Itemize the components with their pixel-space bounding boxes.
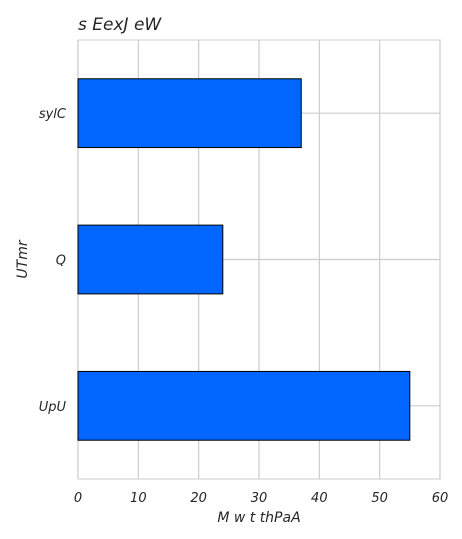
- x-tick-labels: 0 10 20 30 40 50 60: [74, 491, 448, 506]
- y-tick-label: Q: [56, 254, 66, 269]
- bar: [77, 370, 411, 441]
- y-tick-label: UpU: [39, 400, 67, 415]
- bar: [77, 78, 302, 149]
- bar: [77, 224, 224, 295]
- bars: [77, 78, 411, 441]
- x-axis-label: M w t thPaA: [217, 510, 300, 526]
- chart-title: s EexJ eW: [78, 15, 162, 35]
- x-tick-label: 50: [371, 491, 388, 506]
- x-tick-label: 30: [251, 491, 268, 506]
- y-tick-labels: sylC Q UpU: [39, 107, 67, 415]
- y-axis-label: UTmr: [15, 239, 31, 278]
- x-tick-label: 0: [74, 491, 82, 506]
- y-tick-label: sylC: [39, 107, 67, 122]
- x-tick-label: 10: [130, 491, 147, 506]
- x-tick-label: 60: [432, 491, 449, 506]
- x-tick-label: 20: [190, 491, 207, 506]
- x-tick-label: 40: [311, 491, 328, 506]
